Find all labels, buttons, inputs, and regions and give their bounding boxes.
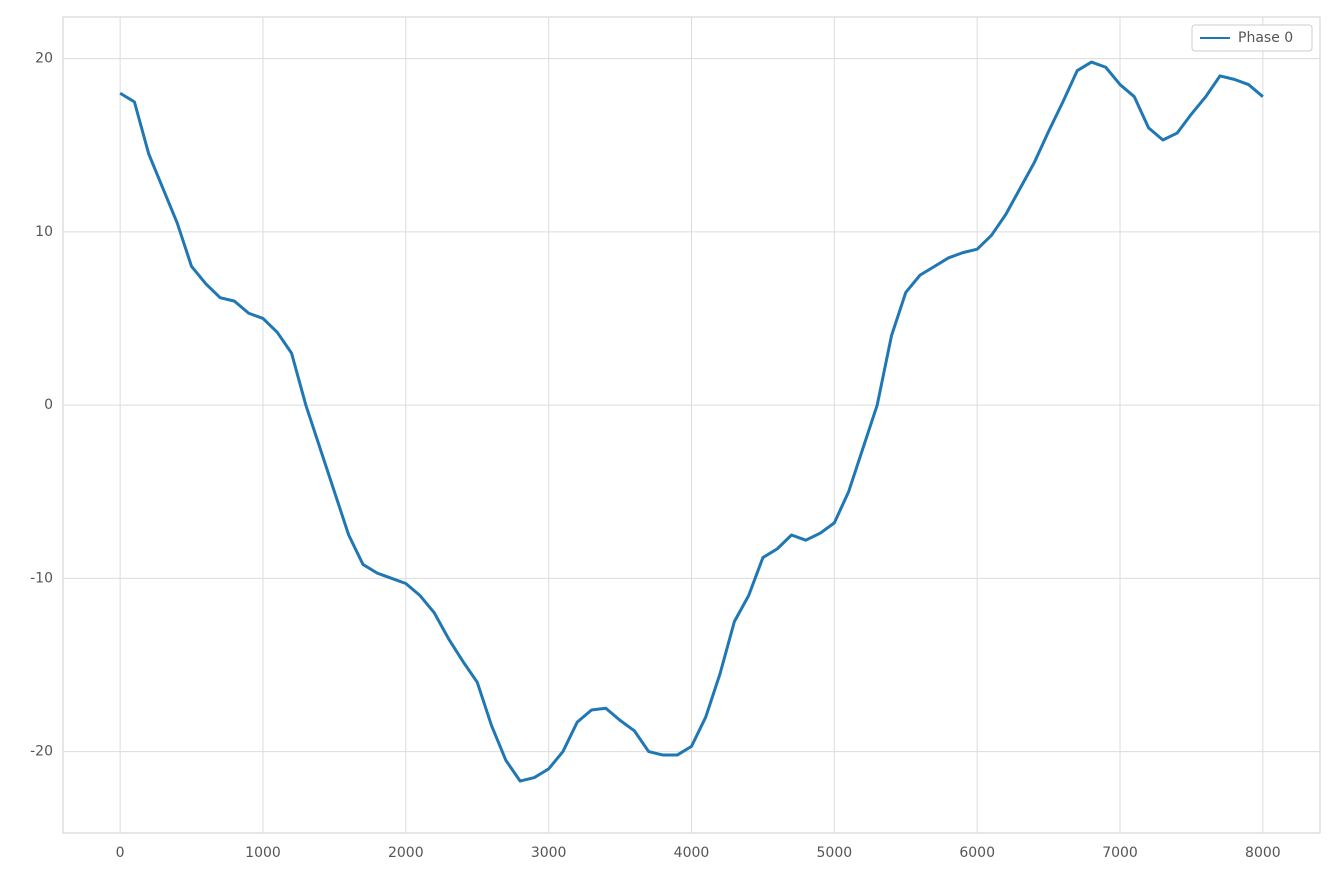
legend-label: Phase 0	[1238, 30, 1293, 46]
y-tick-label: 0	[44, 397, 53, 413]
x-tick-label: 7000	[1102, 845, 1138, 861]
y-tick-label: 20	[35, 51, 53, 67]
y-tick-label: 10	[35, 224, 53, 240]
x-tick-label: 3000	[531, 845, 567, 861]
x-tick-label: 6000	[959, 845, 995, 861]
legend-box	[1191, 24, 1313, 52]
x-tick-label: 0	[116, 845, 125, 861]
x-tick-label: 5000	[817, 845, 853, 861]
y-tick-label: -20	[30, 744, 53, 760]
x-tick-label: 2000	[388, 845, 424, 861]
data-line	[119, 60, 1264, 783]
x-tick-label: 1000	[245, 845, 281, 861]
x-tick-label: 4000	[674, 845, 710, 861]
y-tick-label: -10	[30, 570, 53, 586]
x-tick-label: 8000	[1245, 845, 1281, 861]
